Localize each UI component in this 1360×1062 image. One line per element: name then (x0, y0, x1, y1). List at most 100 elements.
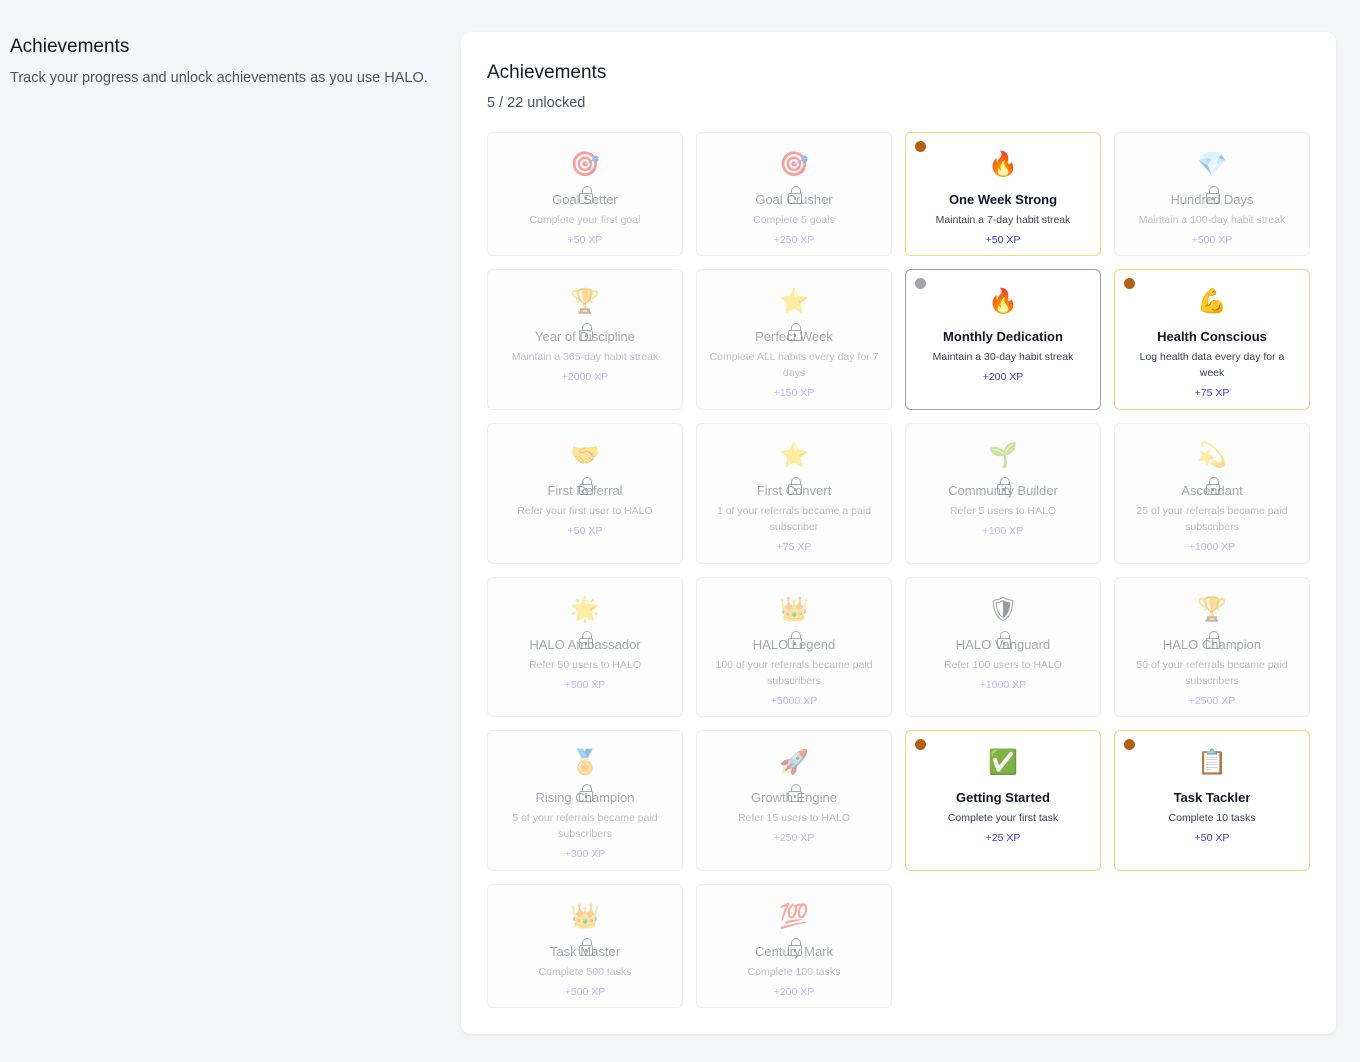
page-description: Track your progress and unlock achieveme… (10, 70, 428, 86)
crown-icon: 👑 (570, 902, 600, 930)
achievement-description: Complete 5 goals (753, 214, 835, 226)
achievement-card: 🏅 Rising Champion 5 of your referrals beca… (487, 730, 683, 871)
achievement-row: 👑 Task Master Complete 500 tasks +500 XP 💯 Ce… (487, 884, 1310, 1008)
glowing-star-icon: 🌟 (570, 595, 600, 623)
achievement-description: Refer your first user to HALO (517, 505, 653, 517)
achievement-xp: +50 XP (567, 234, 603, 246)
gem-icon: 💎 (1197, 150, 1227, 178)
achievement-xp: +50 XP (985, 234, 1021, 246)
shield-icon: 🛡 (987, 595, 1019, 623)
achievement-card: 🔥 One Week Strong Maintain a 7-day habit s… (905, 132, 1101, 256)
achievement-description: 50 of your referrals became paid subscri… (1136, 659, 1288, 687)
achievement-card: 💯 Century Mark Complete 100 tasks +200 XP (696, 884, 892, 1008)
achievement-name: Monthly Dedication (943, 329, 1063, 344)
bronze-medal-icon (1124, 739, 1135, 750)
achievement-card: 🚀 Growth Engine Refer 15 users to HALO +250… (696, 730, 892, 871)
star-icon: ⭐ (779, 441, 809, 469)
star-icon: ⭐ (779, 287, 809, 315)
achievement-name: Perfect Week (755, 329, 833, 344)
achievement-xp: +500 XP (1191, 234, 1233, 246)
achievement-xp: +25 XP (985, 832, 1021, 844)
achievement-description: Complete your first goal (529, 214, 641, 226)
medal-icon: 🏅 (570, 748, 600, 776)
achievement-card: 👑 HALO Legend 100 of your referrals became… (696, 577, 892, 717)
lock-icon (997, 477, 1011, 495)
fire-icon: 🔥 (988, 287, 1018, 315)
lock-icon (579, 323, 593, 341)
lock-icon (579, 186, 593, 204)
achievement-xp: +2000 XP (561, 371, 609, 383)
lock-icon (997, 631, 1011, 649)
achievement-card: 🤝 First Referral Refer your first user to … (487, 423, 683, 564)
target-icon: 🎯 (570, 150, 600, 178)
target-icon: 🎯 (779, 150, 809, 178)
achievement-description: Complete 100 tasks (747, 966, 841, 978)
achievement-card: 🏆 Year of Discipline Maintain a 365-day ha… (487, 269, 683, 410)
achievement-xp: +500 XP (564, 679, 606, 691)
achievement-xp: +2500 XP (1188, 695, 1236, 707)
achievement-xp: +250 XP (773, 234, 815, 246)
achievement-name: Goal Setter (552, 192, 618, 207)
silver-medal-icon (915, 278, 926, 289)
achievement-description: Complete 500 tasks (538, 966, 632, 978)
achievement-name: Hundred Days (1170, 192, 1254, 207)
achievement-card: 🏆 HALO Champion 50 of your referrals becam… (1114, 577, 1310, 717)
achievement-row: 🏆 Year of Discipline Maintain a 365-day ha… (487, 269, 1310, 410)
achievement-xp: +250 XP (773, 832, 815, 844)
achievement-name: Health Conscious (1157, 329, 1267, 344)
crown-icon: 👑 (779, 595, 809, 623)
seedling-icon: 🌱 (988, 441, 1018, 469)
achievement-description: 100 of your referrals became paid subscr… (715, 659, 873, 687)
achievement-card: 🎯 Goal Crusher Complete 5 goals +250 XP (696, 132, 892, 256)
achievement-row: 🤝 First Referral Refer your first user to … (487, 423, 1310, 564)
achievement-card: ✅ Getting Started Complete your first task… (905, 730, 1101, 871)
achievement-name: Task Master (549, 944, 621, 959)
achievement-xp: +100 XP (982, 525, 1024, 537)
achievement-row: 🎯 Goal Setter Complete your first goal +50 … (487, 132, 1310, 256)
achievement-card: 🔥 Monthly Dedication Maintain a 30-day hab… (905, 269, 1101, 410)
achievement-description: 5 of your referrals became paid subscrib… (512, 812, 658, 840)
achievement-card: 📋 Task Tackler Complete 10 tasks +50 XP (1114, 730, 1310, 871)
achievement-xp: +300 XP (564, 848, 606, 860)
check-mark-icon: ✅ (988, 748, 1018, 776)
achievement-description: Maintain a 30-day habit streak (932, 351, 1074, 363)
panel-title: Achievements (487, 62, 607, 83)
achievement-grid: 🎯 Goal Setter Complete your first goal +50 … (487, 132, 1310, 1021)
lock-icon (788, 938, 802, 956)
clipboard-icon: 📋 (1197, 748, 1227, 776)
achievement-row: 🌟 HALO Ambassador Refer 50 users to HALO +5… (487, 577, 1310, 717)
bronze-medal-icon (915, 141, 926, 152)
achievement-xp: +75 XP (1194, 387, 1230, 399)
achievement-xp: +500 XP (564, 986, 606, 998)
achievement-description: Complete your first task (947, 812, 1059, 824)
achievement-card: ⭐ Perfect Week Complete ALL habits every d… (696, 269, 892, 410)
achievement-description: Complete 10 tasks (1168, 812, 1256, 824)
achievement-description: Log health data every day for a week (1139, 351, 1285, 379)
achievement-card: 💫 Ascendant 25 of your referrals became pa… (1114, 423, 1310, 564)
achievement-card: 💎 Hundred Days Maintain a 100-day habit st… (1114, 132, 1310, 256)
achievement-description: 25 of your referrals became paid subscri… (1136, 505, 1288, 533)
lock-icon (788, 323, 802, 341)
achievement-description: Refer 5 users to HALO (949, 505, 1057, 517)
page-intro: Achievements Track your progress and unl… (10, 36, 430, 89)
lock-icon (1206, 477, 1220, 495)
hundred-points-icon: 💯 (779, 902, 809, 930)
rocket-icon: 🚀 (779, 748, 809, 776)
achievement-name: One Week Strong (948, 192, 1058, 207)
lock-icon (579, 784, 593, 802)
achievement-card: 🛡 HALO Vanguard Refer 100 users to HALO +10… (905, 577, 1101, 717)
lock-icon (788, 784, 802, 802)
lock-icon (788, 186, 802, 204)
achievement-xp: +50 XP (1194, 832, 1230, 844)
fire-icon: 🔥 (988, 150, 1018, 178)
bronze-medal-icon (915, 739, 926, 750)
achievement-name: Task Tackler (1173, 790, 1251, 805)
achievement-description: Refer 15 users to HALO (737, 812, 851, 824)
achievement-card: ⭐ First Convert 1 of your referrals became… (696, 423, 892, 564)
dizzy-star-icon: 💫 (1197, 441, 1227, 469)
achievement-xp: +75 XP (776, 541, 812, 553)
lock-icon (788, 631, 802, 649)
achievement-xp: +50 XP (567, 525, 603, 537)
achievement-name: Community Builder (948, 483, 1058, 498)
achievement-description: 1 of your referrals became a paid subscr… (716, 505, 872, 533)
